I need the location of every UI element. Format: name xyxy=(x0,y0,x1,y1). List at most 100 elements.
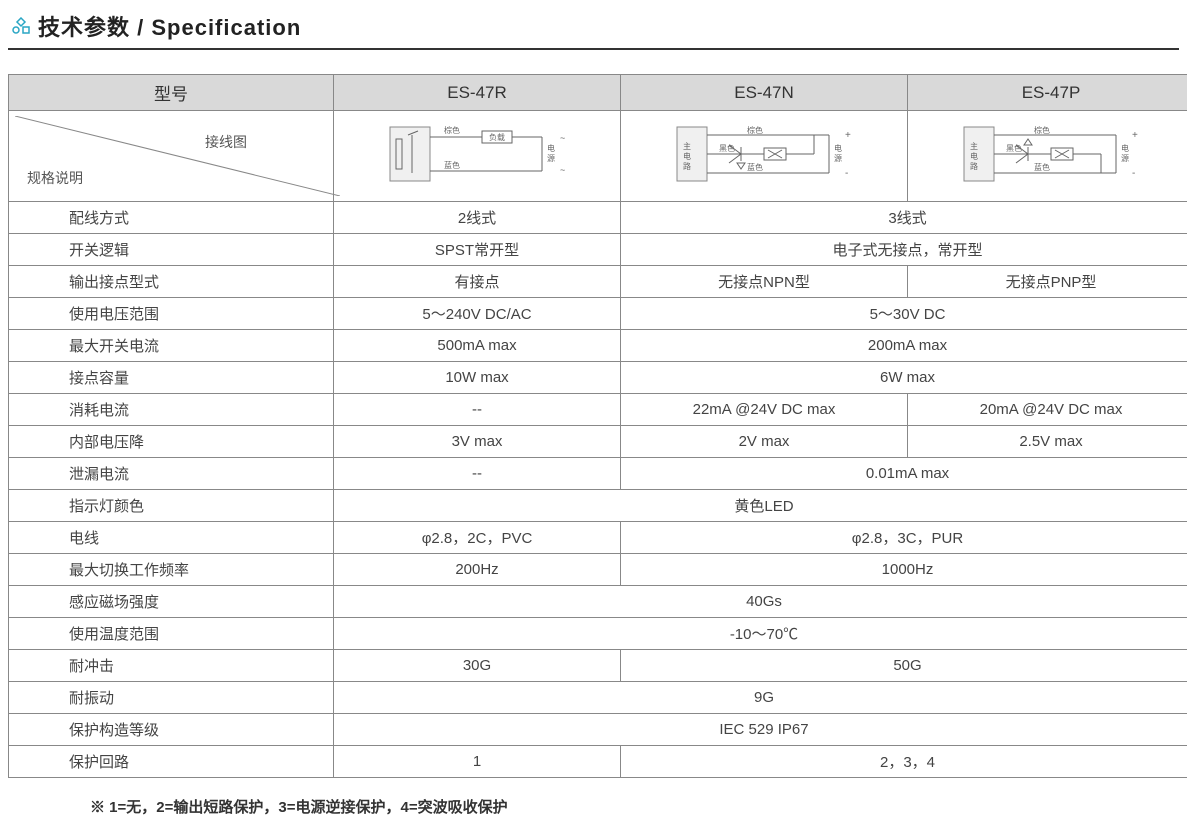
row-label: 接点容量 xyxy=(9,362,334,394)
svg-text:-: - xyxy=(845,168,848,179)
table-row: 耐冲击30G50G xyxy=(9,650,1187,682)
cell: 0.01mA max xyxy=(621,458,1187,490)
row-label: 最大开关电流 xyxy=(9,330,334,362)
svg-text:电: 电 xyxy=(1121,143,1129,153)
row-label: 泄漏电流 xyxy=(9,458,334,490)
table-row: 接点容量10W max6W max xyxy=(9,362,1187,394)
lbl-load: 负载 xyxy=(489,132,505,142)
row-label: 最大切换工作频率 xyxy=(9,554,334,586)
footnote: ※ 1=无，2=输出短路保护，3=电源逆接保护，4=突波吸收保护 xyxy=(8,778,1179,817)
col-model-label: 型号 xyxy=(9,75,334,111)
table-row: 保护构造等级IEC 529 IP67 xyxy=(9,714,1187,746)
cell: 1000Hz xyxy=(621,554,1187,586)
table-header-row: 型号 ES-47R ES-47N ES-47P xyxy=(9,75,1187,111)
row-label: 输出接点型式 xyxy=(9,266,334,298)
cell: -10～70℃ xyxy=(334,618,1187,650)
cell: 2.5V max xyxy=(908,426,1187,458)
title-sep: / xyxy=(130,15,151,40)
cell: φ2.8，3C，PUR xyxy=(621,522,1187,554)
cell: 20mA @24V DC max xyxy=(908,394,1187,426)
cell: 200Hz xyxy=(334,554,621,586)
row-label: 内部电压降 xyxy=(9,426,334,458)
wiring-label: 接线图 xyxy=(205,132,247,152)
svg-text:~: ~ xyxy=(560,165,565,175)
table-row: 指示灯颜色黄色LED xyxy=(9,490,1187,522)
svg-text:蓝色: 蓝色 xyxy=(747,162,763,172)
cell: 30G xyxy=(334,650,621,682)
cell: 22mA @24V DC max xyxy=(621,394,908,426)
cell: 有接点 xyxy=(334,266,621,298)
table-row: 保护回路12，3，4 xyxy=(9,746,1187,778)
cell: 黄色LED xyxy=(334,490,1187,522)
row-label: 使用电压范围 xyxy=(9,298,334,330)
svg-text:源: 源 xyxy=(547,154,555,163)
lbl-blue: 蓝色 xyxy=(444,160,460,170)
row-label: 电线 xyxy=(9,522,334,554)
table-row: 耐振动9G xyxy=(9,682,1187,714)
svg-text:主: 主 xyxy=(970,141,978,151)
model-0: ES-47R xyxy=(334,75,621,111)
cell: 50G xyxy=(621,650,1187,682)
row-label: 保护构造等级 xyxy=(9,714,334,746)
row-label: 耐冲击 xyxy=(9,650,334,682)
model-1: ES-47N xyxy=(621,75,908,111)
svg-text:源: 源 xyxy=(834,154,842,163)
wiring-label-cell: 接线图 规格说明 xyxy=(9,111,334,202)
spec-desc-label: 规格说明 xyxy=(27,168,83,188)
title-en: Specification xyxy=(151,15,301,40)
cell: 2V max xyxy=(621,426,908,458)
svg-text:~: ~ xyxy=(560,133,565,143)
section-title: 技术参数 / Specification xyxy=(38,10,301,42)
cell: -- xyxy=(334,394,621,426)
lbl-power: 电 xyxy=(547,143,555,153)
title-cn: 技术参数 xyxy=(38,15,130,40)
cell: 无接点NPN型 xyxy=(621,266,908,298)
cell: -- xyxy=(334,458,621,490)
svg-text:主: 主 xyxy=(683,141,691,151)
row-label: 开关逻辑 xyxy=(9,234,334,266)
cell: φ2.8，2C，PVC xyxy=(334,522,621,554)
cell: 200mA max xyxy=(621,330,1187,362)
table-row: 配线方式2线式3线式 xyxy=(9,202,1187,234)
svg-text:电: 电 xyxy=(970,151,978,161)
row-label: 配线方式 xyxy=(9,202,334,234)
cell: 10W max xyxy=(334,362,621,394)
svg-text:+: + xyxy=(1132,130,1138,141)
row-label: 保护回路 xyxy=(9,746,334,778)
table-row: 开关逻辑SPST常开型电子式无接点，常开型 xyxy=(9,234,1187,266)
cell: 40Gs xyxy=(334,586,1187,618)
svg-text:蓝色: 蓝色 xyxy=(1034,162,1050,172)
svg-text:棕色: 棕色 xyxy=(747,125,763,135)
lbl-brown: 棕色 xyxy=(444,125,460,135)
cell: 2，3，4 xyxy=(621,746,1187,778)
section-header: 技术参数 / Specification xyxy=(8,10,1179,50)
svg-text:路: 路 xyxy=(970,161,978,171)
svg-text:黑色: 黑色 xyxy=(719,143,735,153)
wiring-diagram-p: 主 电 路 xyxy=(908,111,1187,202)
cell: 无接点PNP型 xyxy=(908,266,1187,298)
spec-table: 型号 ES-47R ES-47N ES-47P 接线图 规格说明 xyxy=(8,74,1187,778)
cell: 9G xyxy=(334,682,1187,714)
table-row: 使用电压范围5～240V DC/AC5～30V DC xyxy=(9,298,1187,330)
cell: 3V max xyxy=(334,426,621,458)
cell: 1 xyxy=(334,746,621,778)
row-label: 耐振动 xyxy=(9,682,334,714)
row-label: 使用温度范围 xyxy=(9,618,334,650)
table-row: 最大切换工作频率200Hz1000Hz xyxy=(9,554,1187,586)
svg-text:黑色: 黑色 xyxy=(1006,143,1022,153)
cell: 5～240V DC/AC xyxy=(334,298,621,330)
table-row: 感应磁场强度40Gs xyxy=(9,586,1187,618)
svg-text:电: 电 xyxy=(683,151,691,161)
cell: SPST常开型 xyxy=(334,234,621,266)
cell: 2线式 xyxy=(334,202,621,234)
wiring-row: 接线图 规格说明 棕色 xyxy=(9,111,1187,202)
svg-text:+: + xyxy=(845,130,851,141)
wiring-diagram-r: 棕色 负载 电 源 蓝色 ~ ~ xyxy=(334,111,621,202)
table-row: 泄漏电流--0.01mA max xyxy=(9,458,1187,490)
table-row: 输出接点型式有接点无接点NPN型无接点PNP型 xyxy=(9,266,1187,298)
table-row: 消耗电流--22mA @24V DC max20mA @24V DC max xyxy=(9,394,1187,426)
cell: 5～30V DC xyxy=(621,298,1187,330)
table-row: 电线φ2.8，2C，PVCφ2.8，3C，PUR xyxy=(9,522,1187,554)
svg-text:路: 路 xyxy=(683,161,691,171)
table-row: 最大开关电流500mA max200mA max xyxy=(9,330,1187,362)
